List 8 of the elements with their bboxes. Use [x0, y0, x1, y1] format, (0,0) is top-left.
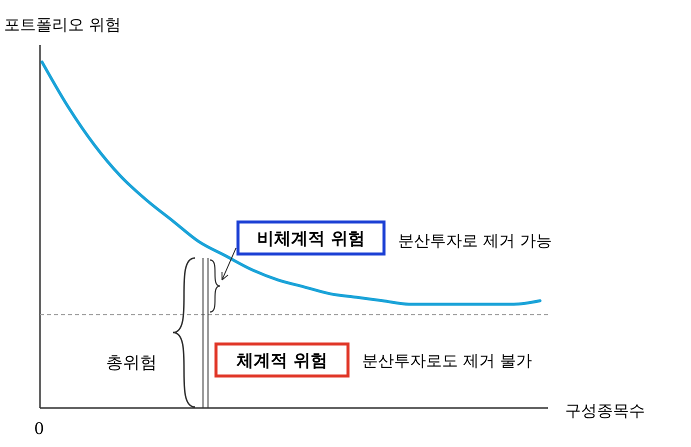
y-axis-title: 포트폴리오 위험: [4, 15, 122, 34]
annotation: 총위험: [106, 353, 157, 373]
x-axis-title: 구성종목수: [565, 401, 645, 420]
annotation: 분산투자로 제거 가능: [398, 231, 552, 250]
text: 0: [34, 419, 44, 438]
annotation: 체계적 위험: [236, 351, 328, 371]
annotation: 비체계적 위험: [257, 229, 365, 249]
annotation: 분산투자로도 제거 불가: [362, 351, 532, 370]
